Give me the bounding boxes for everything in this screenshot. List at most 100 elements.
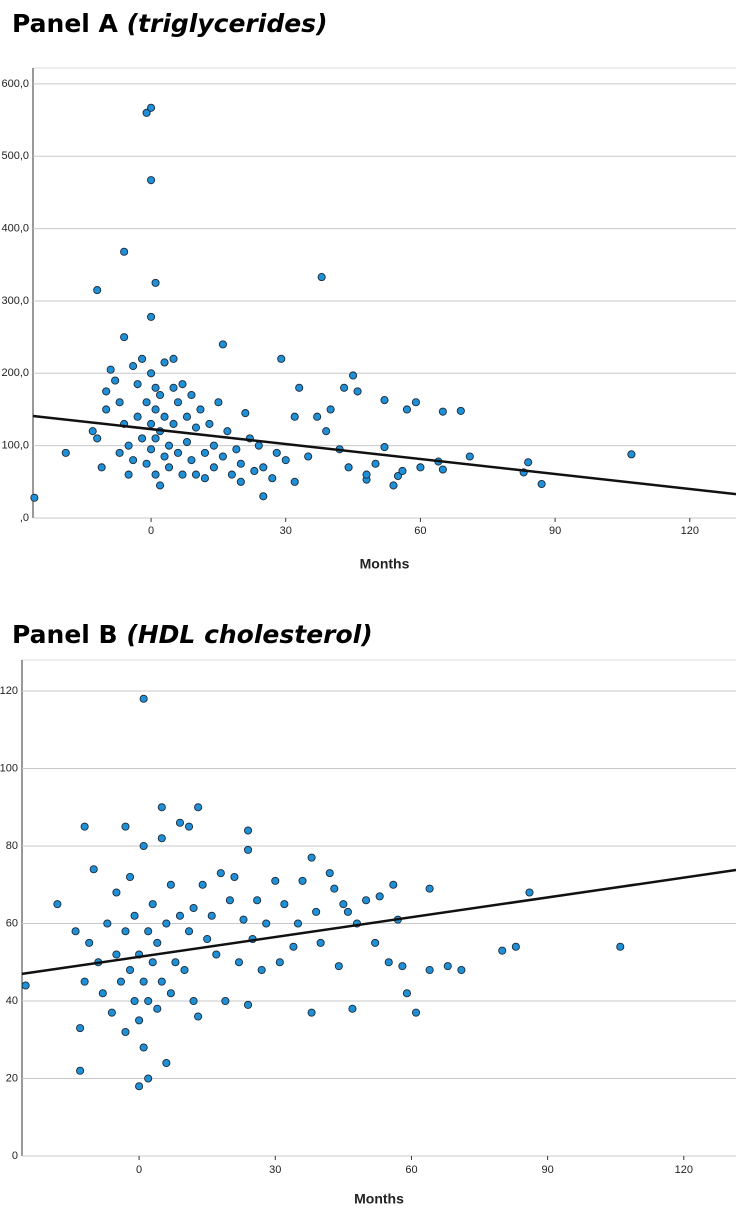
data-point [389,880,398,889]
data-point [160,412,169,421]
y-tick-label: ,0 [20,512,29,524]
data-point [133,380,142,389]
data-point [205,419,214,428]
data-point [411,398,420,407]
data-point [129,362,138,371]
x-tick-label: 90 [542,1164,554,1176]
x-tick-label: 30 [280,525,292,537]
data-point [125,965,135,975]
panel-title-main: Panel B [12,620,118,649]
data-point [88,427,97,436]
data-point [362,470,371,479]
data-point [164,463,174,472]
data-point [142,398,151,407]
data-point [225,896,234,905]
data-point [76,1024,85,1033]
data-point [125,872,135,882]
data-point [241,409,250,418]
data-point [189,903,198,913]
data-point [393,471,403,481]
data-point [402,405,411,414]
data-point [334,962,343,971]
data-point [234,958,244,967]
data-point [307,853,316,862]
data-point [243,826,253,835]
data-point [166,880,175,889]
data-point [151,383,160,392]
data-point [139,694,148,703]
data-point [71,927,80,936]
data-point [148,958,157,967]
data-point [142,459,151,468]
data-point [524,458,533,467]
data-point [214,398,223,407]
data-point [124,441,133,450]
data-point [227,470,236,479]
data-point [325,869,334,878]
data-point [456,406,465,415]
data-point [164,441,174,450]
data-point [107,1008,116,1017]
data-point [129,456,138,465]
data-point [147,445,156,454]
data-point [221,996,230,1006]
data-point [384,958,393,967]
y-tick-label: 400,0 [1,223,29,235]
data-point [124,470,133,479]
data-point [144,1074,153,1083]
data-point [144,927,153,936]
x-tick-label: 60 [414,525,426,537]
data-point [151,434,160,443]
data-point [142,108,151,117]
data-point [371,459,380,468]
data-point [178,470,187,479]
data-point [175,911,185,920]
data-point [93,434,102,443]
y-tick-label: 60 [6,917,18,929]
data-point [147,176,156,185]
x-tick-label: 0 [148,525,154,537]
data-point [525,888,534,897]
data-point [203,934,212,944]
data-point [537,479,546,489]
data-point [135,1082,144,1091]
data-point [259,463,268,472]
data-point [380,396,389,405]
data-point [362,896,371,905]
data-point [290,477,299,486]
data-point [194,1012,203,1021]
x-axis-label: Months [354,1191,404,1207]
data-point [30,493,39,502]
data-point [312,907,321,916]
data-point [121,822,130,831]
data-point [465,452,474,461]
data-point [223,427,232,436]
data-point [511,942,520,951]
x-tick-label: 30 [269,1164,281,1176]
data-point [194,803,203,812]
data-point [103,919,112,928]
data-point [187,456,196,465]
data-point [198,880,207,889]
data-point [236,459,245,468]
data-point [353,387,362,396]
y-tick-label: 300,0 [1,295,29,307]
data-point [80,822,89,831]
data-point [169,383,178,392]
data-point [138,354,147,363]
data-point [218,340,227,349]
data-point [169,354,178,363]
data-point [138,434,147,443]
data-point [120,333,129,342]
data-point [116,977,126,986]
data-point [189,996,198,1006]
x-tick-label: 90 [549,525,561,537]
data-point [262,919,271,928]
data-point [344,463,353,472]
data-point [98,989,107,998]
data-point [61,448,70,457]
y-tick-label: 500,0 [1,150,29,162]
data-point [160,452,169,461]
x-axis-label: Months [360,556,410,572]
data-point [147,369,156,378]
